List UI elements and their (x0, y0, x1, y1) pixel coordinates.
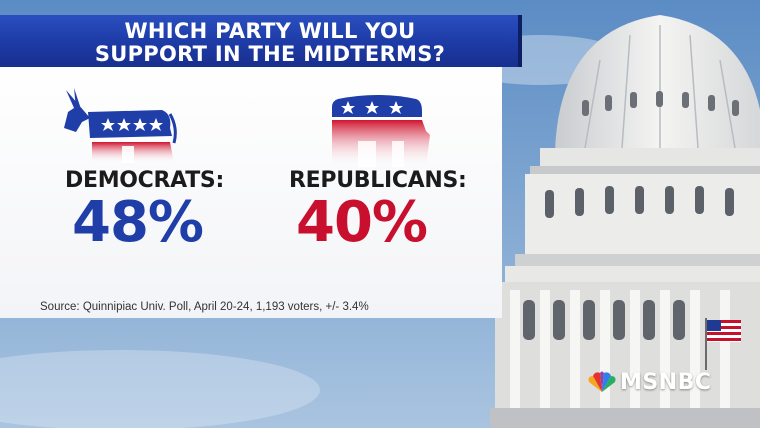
peacock-icon (588, 371, 616, 392)
headline-line-1: WHICH PARTY WILL YOU (124, 19, 416, 43)
donkey-icon (64, 88, 177, 163)
source-note: Source: Quinnipiac Univ. Poll, April 20-… (40, 301, 369, 313)
democrats-percent: 48% (72, 190, 204, 255)
elephant-icon (332, 95, 430, 167)
republicans-percent: 40% (296, 190, 428, 255)
republicans-label: REPUBLICANS: (289, 168, 467, 193)
flag-icon (707, 320, 741, 342)
democrats-label: DEMOCRATS: (65, 168, 224, 193)
msnbc-logo: MSNBC (620, 370, 712, 395)
headline-line-2: SUPPORT IN THE MIDTERMS? (94, 42, 446, 66)
headline-bar (0, 15, 522, 67)
